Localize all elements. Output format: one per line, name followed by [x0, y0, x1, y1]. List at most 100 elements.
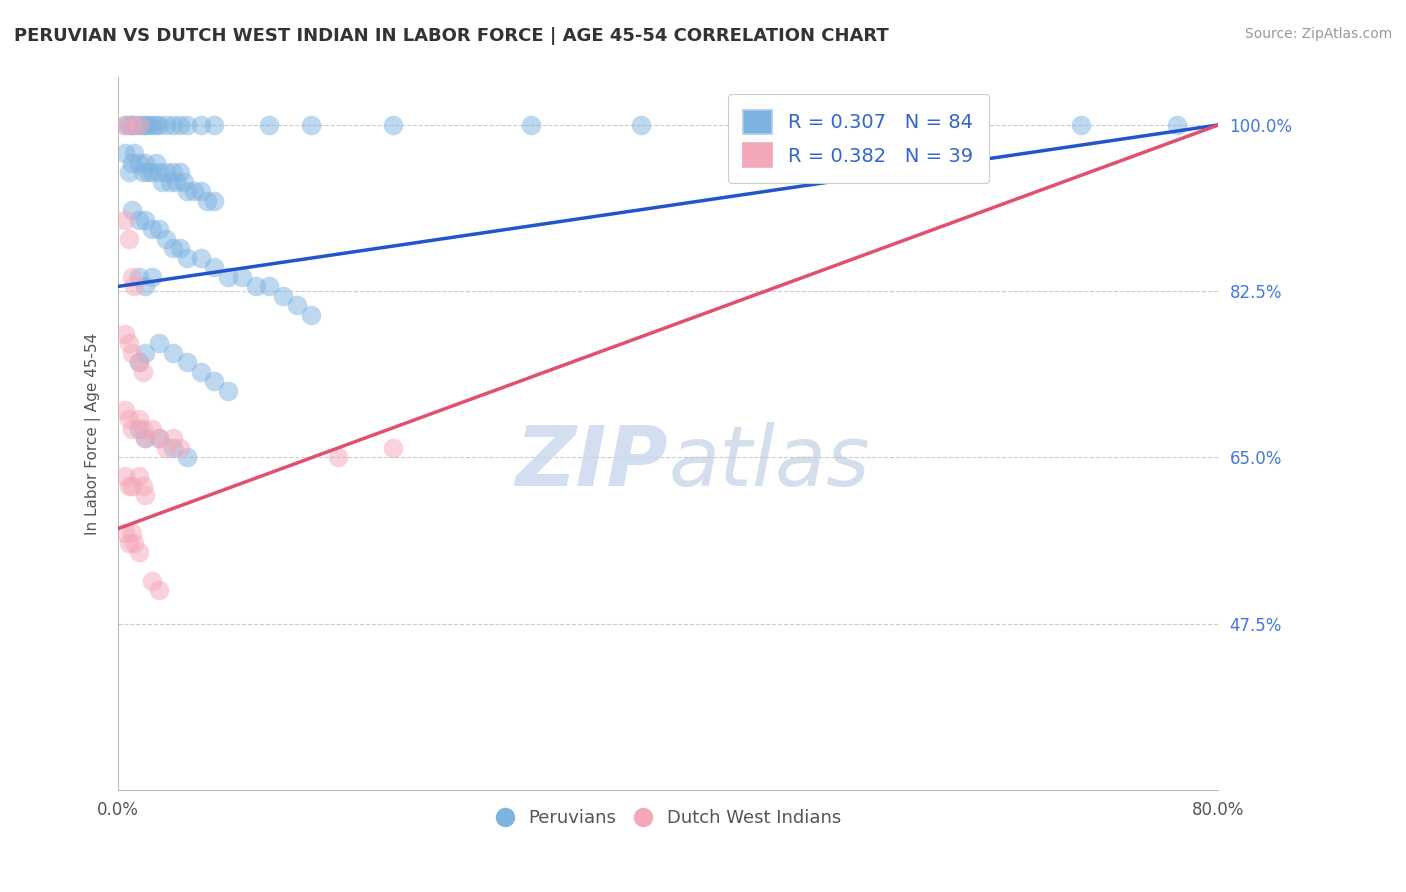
Y-axis label: In Labor Force | Age 45-54: In Labor Force | Age 45-54 [86, 333, 101, 535]
Point [1070, 118, 1092, 132]
Point [326, 450, 349, 465]
Point [114, 526, 136, 541]
Point [128, 422, 150, 436]
Point [1166, 118, 1188, 132]
Point [118, 118, 141, 132]
Text: atlas: atlas [668, 422, 870, 503]
Point [114, 213, 136, 227]
Point [124, 118, 146, 132]
Point [118, 479, 141, 493]
Point [128, 269, 150, 284]
Point [118, 165, 141, 179]
Point [173, 175, 195, 189]
Point [114, 403, 136, 417]
Point [217, 269, 239, 284]
Point [176, 450, 198, 465]
Point [382, 441, 405, 455]
Point [128, 118, 150, 132]
Point [121, 156, 143, 170]
Point [150, 175, 173, 189]
Point [159, 175, 181, 189]
Point [136, 118, 159, 132]
Point [141, 118, 163, 132]
Point [176, 251, 198, 265]
Point [195, 194, 218, 208]
Point [114, 118, 136, 132]
Point [162, 346, 184, 360]
Point [134, 156, 156, 170]
Point [155, 118, 177, 132]
Point [114, 118, 136, 132]
Point [148, 118, 170, 132]
Point [285, 298, 308, 312]
Point [121, 346, 143, 360]
Point [162, 165, 184, 179]
Point [128, 156, 150, 170]
Point [114, 146, 136, 161]
Point [121, 422, 143, 436]
Point [202, 375, 225, 389]
Point [132, 118, 155, 132]
Point [176, 185, 198, 199]
Point [121, 479, 143, 493]
Point [183, 185, 205, 199]
Point [132, 479, 155, 493]
Point [121, 118, 143, 132]
Point [134, 432, 156, 446]
Point [630, 118, 652, 132]
Point [148, 336, 170, 351]
Point [124, 146, 146, 161]
Point [169, 441, 191, 455]
Point [165, 175, 187, 189]
Point [128, 118, 150, 132]
Point [794, 118, 817, 132]
Point [145, 118, 167, 132]
Text: Source: ZipAtlas.com: Source: ZipAtlas.com [1244, 27, 1392, 41]
Point [148, 432, 170, 446]
Point [202, 118, 225, 132]
Point [162, 118, 184, 132]
Point [121, 203, 143, 218]
Point [176, 355, 198, 369]
Point [134, 346, 156, 360]
Point [134, 488, 156, 502]
Point [155, 232, 177, 246]
Point [124, 536, 146, 550]
Point [118, 232, 141, 246]
Point [190, 185, 212, 199]
Point [121, 526, 143, 541]
Point [141, 269, 163, 284]
Text: PERUVIAN VS DUTCH WEST INDIAN IN LABOR FORCE | AGE 45-54 CORRELATION CHART: PERUVIAN VS DUTCH WEST INDIAN IN LABOR F… [14, 27, 889, 45]
Point [128, 469, 150, 483]
Point [271, 289, 294, 303]
Point [114, 469, 136, 483]
Point [128, 545, 150, 559]
Point [118, 336, 141, 351]
Point [132, 365, 155, 379]
Point [190, 118, 212, 132]
Point [202, 194, 225, 208]
Point [128, 355, 150, 369]
Point [155, 165, 177, 179]
Point [299, 118, 322, 132]
Point [155, 441, 177, 455]
Point [259, 118, 281, 132]
Point [202, 260, 225, 275]
Point [118, 536, 141, 550]
Point [148, 432, 170, 446]
Point [245, 279, 267, 293]
Point [148, 222, 170, 236]
Point [190, 251, 212, 265]
Point [169, 165, 191, 179]
Point [519, 118, 541, 132]
Point [148, 583, 170, 598]
Point [134, 213, 156, 227]
Point [134, 432, 156, 446]
Point [141, 165, 163, 179]
Point [190, 365, 212, 379]
Point [299, 308, 322, 322]
Point [136, 165, 159, 179]
Point [124, 279, 146, 293]
Point [134, 118, 156, 132]
Point [132, 422, 155, 436]
